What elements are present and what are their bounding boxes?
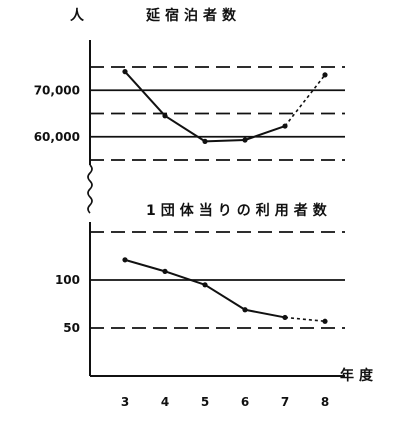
lower-series-segment bbox=[164, 270, 206, 286]
upper-y-tick-label: 70,000 bbox=[34, 83, 80, 97]
x-tick-label: 6 bbox=[241, 395, 249, 409]
lower-series-segment bbox=[204, 283, 246, 311]
axis-break-icon bbox=[87, 164, 93, 214]
lower-data-point bbox=[282, 314, 288, 321]
lower-series-segment bbox=[244, 308, 286, 319]
lower-data-point bbox=[202, 282, 208, 288]
upper-data-point bbox=[282, 123, 288, 129]
upper-series-segment bbox=[244, 125, 286, 141]
x-tick-label: 8 bbox=[321, 395, 329, 409]
upper-data-point bbox=[162, 113, 168, 119]
lower-data-point bbox=[162, 268, 168, 274]
lower-series-segment bbox=[284, 316, 326, 323]
upper-series-segment bbox=[284, 74, 326, 127]
x-tick-labels: 3 4 5 6 7 8 bbox=[121, 395, 329, 409]
upper-y-tick-label: 60,000 bbox=[34, 130, 80, 144]
upper-gridlines bbox=[90, 66, 345, 161]
lower-data-point bbox=[122, 257, 128, 263]
lower-gridlines bbox=[90, 231, 345, 329]
upper-series-segment bbox=[204, 139, 246, 143]
upper-y-tick-labels: 70,000 60,000 bbox=[34, 83, 80, 144]
lower-y-tick-labels: 100 50 bbox=[55, 273, 80, 335]
lower-chart-title: 1団体当りの利用者数 bbox=[146, 202, 332, 219]
x-axis-label: 年度 bbox=[340, 367, 378, 384]
lower-data-point bbox=[322, 318, 328, 324]
upper-series-segment bbox=[124, 70, 166, 117]
x-tick-label: 4 bbox=[161, 395, 169, 409]
upper-chart-title: 延宿泊者数 bbox=[145, 7, 241, 24]
upper-data-point bbox=[122, 69, 128, 75]
x-tick-label: 7 bbox=[281, 395, 289, 409]
upper-data-point bbox=[322, 72, 328, 78]
lower-y-tick-label: 100 bbox=[55, 273, 80, 287]
upper-series bbox=[122, 69, 328, 144]
lower-y-tick-label: 50 bbox=[63, 321, 80, 335]
upper-series-segment bbox=[164, 114, 206, 143]
lower-series bbox=[122, 257, 328, 324]
upper-data-point bbox=[202, 138, 208, 144]
y-axis-unit-label: 人 bbox=[70, 7, 89, 24]
x-tick-label: 3 bbox=[121, 395, 129, 409]
x-tick-label: 5 bbox=[201, 395, 209, 409]
lower-data-point bbox=[242, 307, 248, 313]
upper-data-point bbox=[242, 137, 248, 143]
lower-series-segment bbox=[124, 258, 166, 273]
